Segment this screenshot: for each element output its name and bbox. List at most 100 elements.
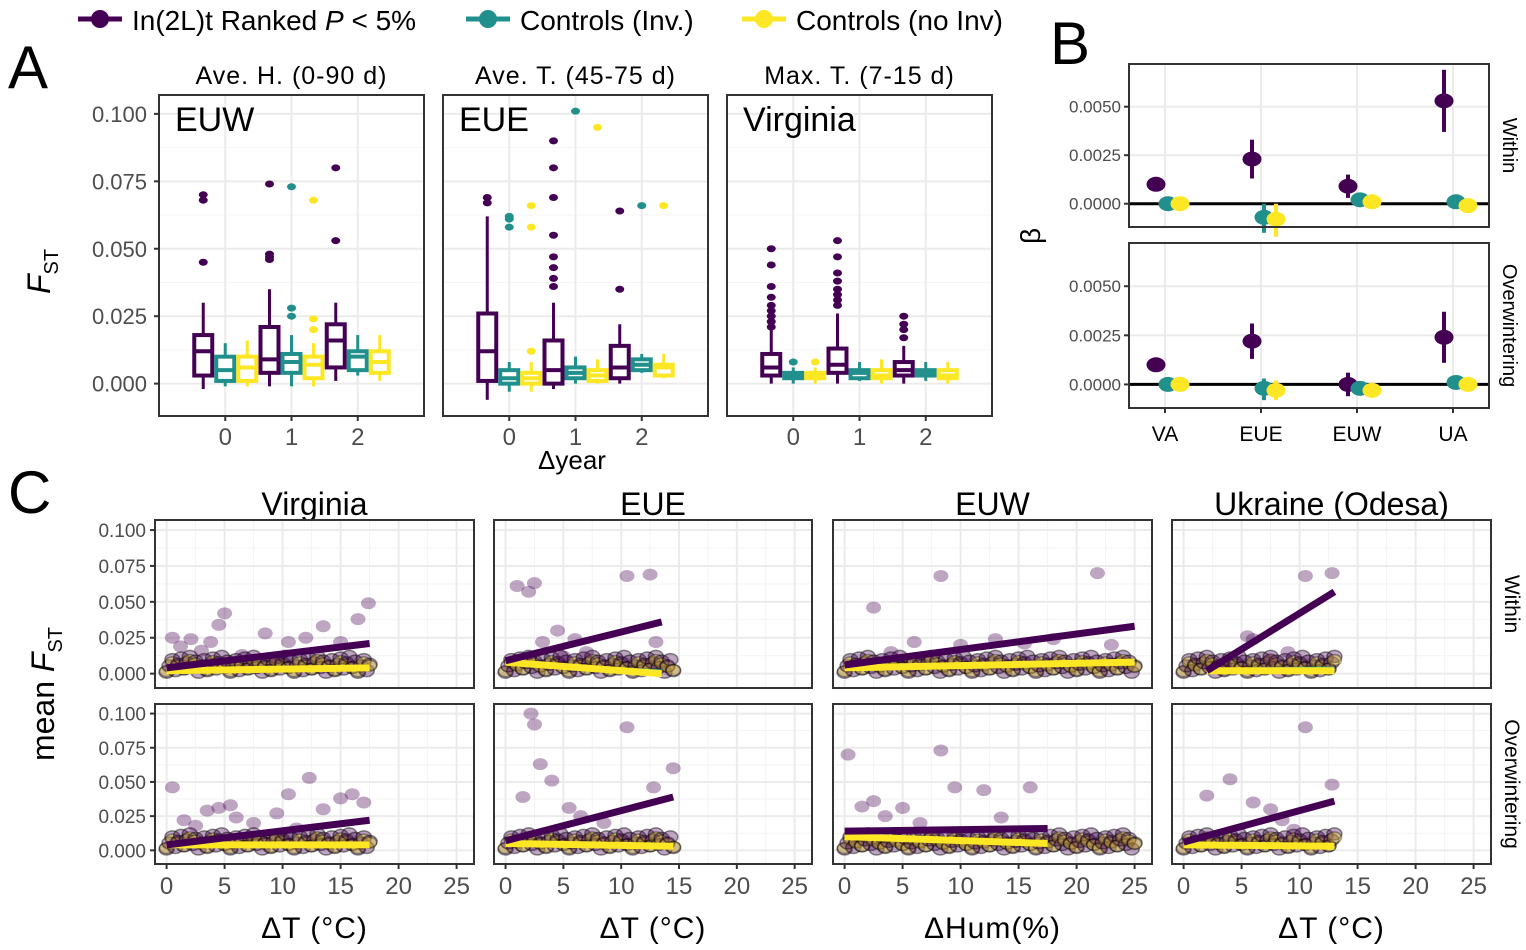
x-axis-label: ΔT (°C) <box>1278 912 1385 945</box>
box-body <box>258 324 281 375</box>
data-point <box>333 792 349 805</box>
x-tick-label: 10 <box>1286 873 1313 900</box>
facet-c-2-1 <box>493 519 813 689</box>
data-point <box>653 657 670 670</box>
facet-border <box>154 703 475 865</box>
data-point <box>188 819 204 832</box>
x-tick-label: 15 <box>1005 873 1032 900</box>
x-tick-label: 15 <box>666 873 693 900</box>
data-point <box>866 795 882 808</box>
x-tick-label: 0 <box>160 873 173 900</box>
data-point <box>1089 567 1105 580</box>
x-axis-label: ΔT (°C) <box>600 912 707 945</box>
point-estimate <box>1266 211 1286 227</box>
point-estimate <box>1242 333 1262 349</box>
data-point <box>1326 653 1343 667</box>
box-outlier <box>549 231 558 239</box>
box-outlier <box>899 320 909 328</box>
data-point <box>298 631 314 644</box>
y-axis-label: mean FST <box>25 627 67 761</box>
data-point <box>900 842 917 856</box>
box-outlier <box>526 223 536 231</box>
x-tick-label: 2 <box>919 424 932 451</box>
point-estimate <box>1170 196 1190 212</box>
facet-a-1: Ave. H. (0-90 d) EUW 0 1 2 <box>158 62 425 451</box>
box-outlier <box>309 196 318 204</box>
box-outlier <box>482 199 492 207</box>
data-point <box>344 788 360 801</box>
panel-b: B0.00000.00250.0050Within0.00000.00250.0… <box>1015 10 1520 446</box>
data-point <box>1097 833 1114 846</box>
data-point <box>1092 841 1108 855</box>
box-outlier <box>810 358 820 366</box>
regression-line <box>1183 841 1335 850</box>
box-outlier <box>287 312 296 320</box>
box-outlier <box>615 207 625 215</box>
data-point <box>1100 840 1117 855</box>
data-point <box>638 651 656 665</box>
data-point <box>665 762 681 775</box>
data-point <box>1106 828 1123 843</box>
box-outlier <box>198 258 208 266</box>
data-point <box>840 748 856 761</box>
facet-border <box>832 703 1153 865</box>
data-point <box>1253 828 1271 843</box>
data-point <box>1199 789 1215 802</box>
data-point <box>1297 721 1313 734</box>
x-tick-label: 10 <box>269 873 296 900</box>
data-point <box>638 828 656 843</box>
point-estimate <box>1338 178 1358 194</box>
data-point <box>993 811 1009 824</box>
facet-c-4-1 <box>1171 519 1492 689</box>
box-outlier <box>309 326 318 334</box>
data-point <box>1262 653 1279 667</box>
legend: In(2L)t Ranked P < 5% Controls (Inv.) Cont… <box>78 5 1003 36</box>
data-point <box>1059 842 1077 856</box>
point-estimate <box>1170 376 1190 392</box>
data-point <box>895 801 911 814</box>
x-tick-label: 2 <box>635 424 648 451</box>
data-point <box>836 842 853 856</box>
data-point <box>164 781 180 794</box>
facet-inner-label: Virginia <box>743 101 856 139</box>
box-outlier <box>482 194 492 202</box>
data-point <box>621 654 639 668</box>
data-point <box>203 636 219 649</box>
box-outlier <box>766 307 776 315</box>
x-tick-label: 5 <box>896 873 909 900</box>
data-point <box>1068 840 1085 855</box>
data-point <box>1063 837 1079 851</box>
x-tick-label: 20 <box>385 873 412 900</box>
data-point <box>1111 833 1129 847</box>
box-outlier <box>287 183 296 191</box>
box-outlier <box>331 164 341 172</box>
regression-line <box>505 658 662 678</box>
y-tick-label: 0.025 <box>98 807 146 828</box>
regression-line <box>1182 797 1336 846</box>
data-point <box>1199 653 1215 667</box>
box-outlier <box>766 318 776 326</box>
y-tick-label: 0.0050 <box>1069 277 1121 296</box>
box-outlier <box>833 285 842 293</box>
panel-letter-a: A <box>8 34 48 101</box>
data-point <box>1222 773 1238 786</box>
data-point <box>350 613 366 626</box>
data-point <box>607 651 624 665</box>
data-point <box>176 814 192 827</box>
box-outlier <box>549 283 558 291</box>
data-point <box>1085 837 1103 852</box>
box-outlier <box>833 301 842 309</box>
data-point <box>1244 652 1262 667</box>
box-outlier <box>766 323 776 331</box>
box-outlier <box>899 326 909 334</box>
data-point <box>1263 653 1279 666</box>
panel-letter-c: C <box>8 459 51 526</box>
facet-strip-label: Within <box>1500 575 1523 633</box>
facet-border <box>1128 63 1490 228</box>
data-point <box>1117 837 1135 852</box>
data-point <box>1308 652 1326 667</box>
box-outlier <box>833 253 842 261</box>
data-point <box>521 585 537 598</box>
data-point <box>341 649 358 664</box>
data-point <box>1175 665 1192 679</box>
